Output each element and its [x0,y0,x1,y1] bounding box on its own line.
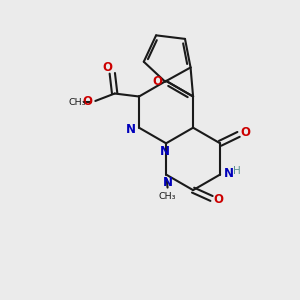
Text: CH₃: CH₃ [159,192,176,201]
Text: O: O [82,95,92,108]
Text: N: N [224,167,234,179]
Text: O: O [152,74,162,88]
Text: H: H [233,166,241,176]
Text: O: O [102,61,112,74]
Text: CH₃: CH₃ [69,98,86,106]
Text: N: N [126,123,136,136]
Text: N: N [160,145,170,158]
Text: O: O [213,194,223,206]
Text: O: O [240,126,250,140]
Text: N: N [163,176,172,189]
